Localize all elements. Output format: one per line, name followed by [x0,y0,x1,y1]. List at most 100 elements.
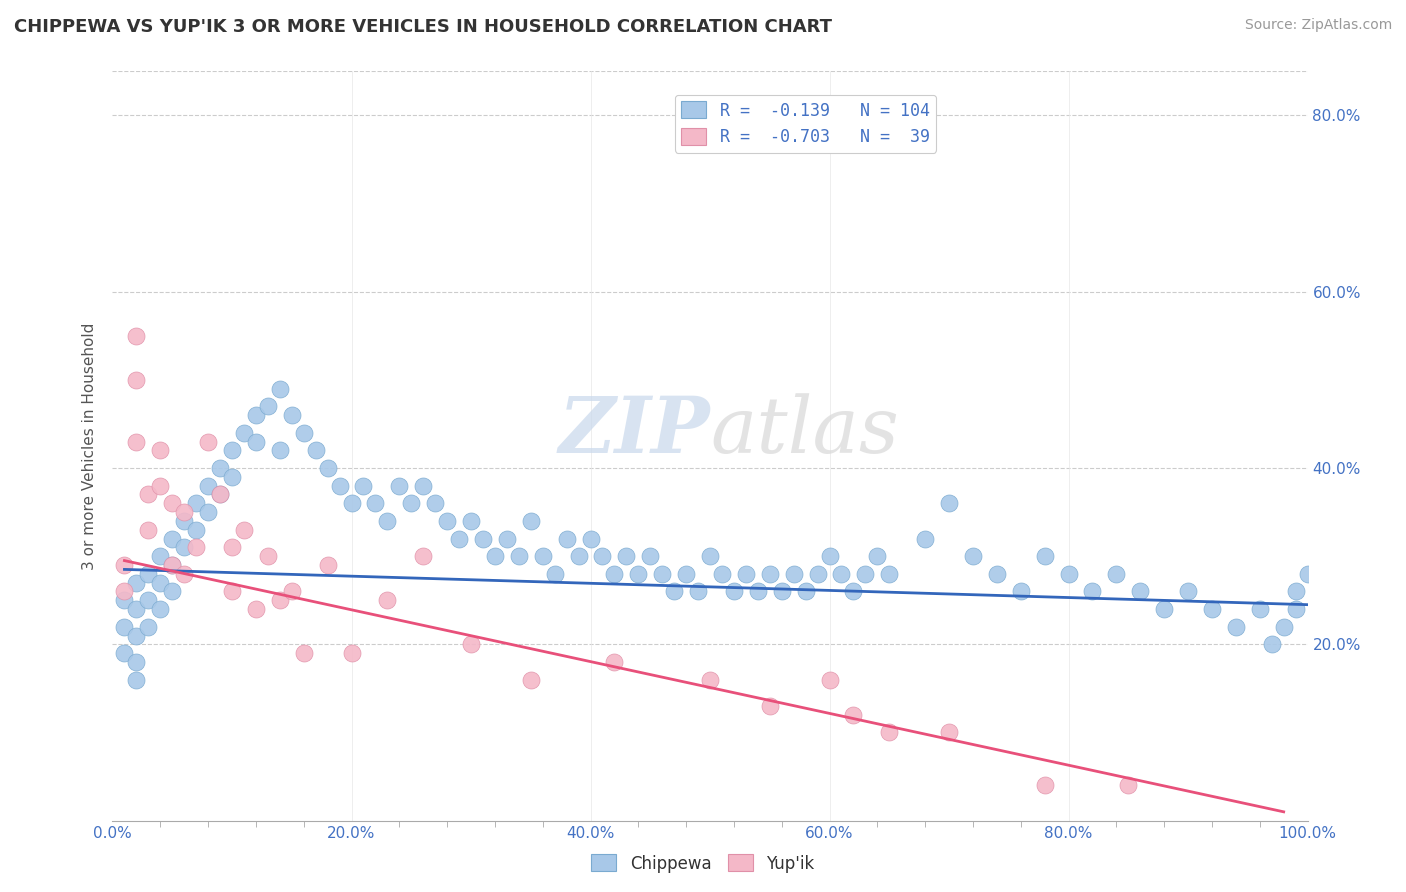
Point [962,549,984,564]
Point [735,566,758,581]
Point [484,549,506,564]
Point [914,532,936,546]
Point [377,593,399,607]
Point [866,549,889,564]
Point [1057,566,1080,581]
Point [388,478,411,492]
Point [1201,602,1223,616]
Point [125,673,148,687]
Point [162,584,183,599]
Point [603,655,626,669]
Point [149,549,172,564]
Point [1105,566,1128,581]
Point [938,725,960,739]
Point [245,434,267,449]
Point [531,549,554,564]
Point [269,382,291,396]
Point [281,408,304,422]
Point [221,541,243,555]
Point [1285,584,1308,599]
Point [879,566,901,581]
Point [782,566,804,581]
Point [1129,584,1152,599]
Point [1081,584,1104,599]
Point [831,566,853,581]
Point [664,584,686,599]
Point [114,593,135,607]
Point [197,434,219,449]
Point [938,496,960,510]
Point [699,549,721,564]
Point [412,549,434,564]
Point [269,443,291,458]
Point [149,478,172,492]
Text: ZIP: ZIP [558,392,710,469]
Point [149,443,172,458]
Point [986,566,1008,581]
Point [209,487,232,501]
Point [149,602,172,616]
Point [138,620,160,634]
Point [340,496,363,510]
Point [520,673,543,687]
Point [640,549,662,564]
Point [233,523,256,537]
Point [316,461,339,475]
Text: atlas: atlas [710,392,898,469]
Point [401,496,423,510]
Point [197,478,219,492]
Point [245,408,267,422]
Point [281,584,304,599]
Point [197,505,219,519]
Point [292,425,315,440]
Point [1261,637,1284,651]
Point [651,566,673,581]
Text: Source: ZipAtlas.com: Source: ZipAtlas.com [1244,18,1392,32]
Point [759,566,782,581]
Point [723,584,745,599]
Point [412,478,434,492]
Point [125,575,148,590]
Point [1225,620,1247,634]
Point [436,514,458,528]
Point [138,487,160,501]
Point [855,566,877,581]
Point [496,532,519,546]
Point [1249,602,1271,616]
Point [125,373,148,387]
Point [627,566,650,581]
Legend: Chippewa, Yup'ik: Chippewa, Yup'ik [585,847,821,880]
Point [233,425,256,440]
Point [807,566,830,581]
Point [377,514,399,528]
Point [257,400,280,414]
Point [305,443,328,458]
Point [1285,602,1308,616]
Point [125,602,148,616]
Point [447,532,470,546]
Point [329,478,352,492]
Point [114,646,135,660]
Point [1153,602,1175,616]
Point [209,461,232,475]
Point [568,549,591,564]
Point [269,593,291,607]
Point [747,584,769,599]
Point [257,549,280,564]
Point [186,541,208,555]
Point [162,558,183,572]
Point [1010,584,1032,599]
Point [818,549,841,564]
Point [879,725,901,739]
Point [1296,566,1319,581]
Point [1177,584,1199,599]
Point [221,584,243,599]
Point [114,584,135,599]
Text: CHIPPEWA VS YUP'IK 3 OR MORE VEHICLES IN HOUSEHOLD CORRELATION CHART: CHIPPEWA VS YUP'IK 3 OR MORE VEHICLES IN… [14,18,832,36]
Point [149,575,172,590]
Point [221,470,243,484]
Point [173,541,195,555]
Point [1033,549,1056,564]
Point [125,655,148,669]
Point [460,637,482,651]
